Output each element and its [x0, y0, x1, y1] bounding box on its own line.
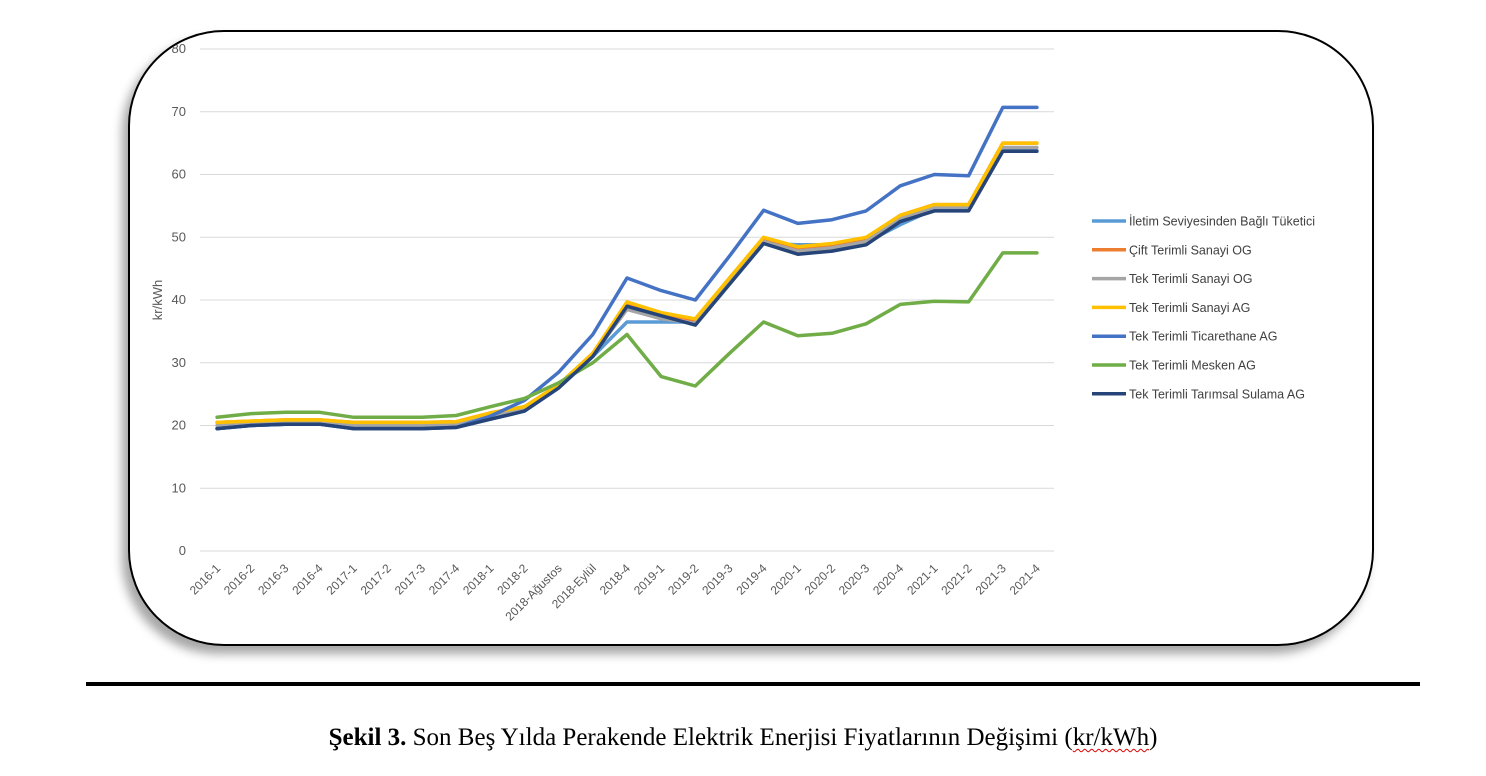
y-tick-label: 60 [172, 167, 186, 182]
legend-label: Tek Terimli Mesken AG [1129, 359, 1256, 373]
x-tick-label: 2019-3 [699, 561, 736, 598]
x-tick-label: 2017-4 [426, 561, 463, 598]
x-tick-label: 2021-3 [973, 561, 1010, 598]
x-tick-label: 2018-4 [597, 561, 634, 598]
x-tick-label: 2021-1 [904, 561, 941, 598]
x-tick-label: 2020-2 [802, 561, 839, 598]
series-line [215, 149, 1039, 431]
series-line [215, 251, 1039, 420]
gridlines [200, 48, 1054, 552]
x-tick-label: 2019-1 [631, 561, 668, 598]
y-tick-label: 0 [179, 543, 186, 558]
y-axis-ticks: 0 10 20 30 40 50 60 70 80 [172, 41, 186, 558]
y-tick-label: 40 [172, 292, 186, 307]
chart-frame [128, 30, 1374, 646]
x-tick-label: 2016-2 [221, 561, 258, 598]
x-tick-label: 2016-4 [289, 561, 326, 598]
series-line [215, 105, 1039, 431]
series-line [215, 145, 1039, 428]
x-tick-label: 2021-2 [938, 561, 975, 598]
legend-label: Tek Terimli Sanayi AG [1129, 301, 1250, 315]
x-tick-label: 2017-3 [392, 561, 429, 598]
y-tick-label: 20 [172, 418, 186, 433]
series-line [215, 141, 1039, 425]
y-tick-label: 30 [172, 355, 186, 370]
legend-label: Tek Terimli Sanayi OG [1129, 272, 1252, 286]
x-tick-label: 2020-4 [870, 561, 907, 598]
y-tick-label: 50 [172, 229, 186, 244]
legend-label: Tek Terimli Ticarethane AG [1129, 330, 1277, 344]
caption-text: Son Beş Yılda Perakende Elektrik Enerjis… [406, 724, 1073, 751]
x-tick-label: 2019-2 [665, 561, 702, 598]
x-tick-label: 2018-1 [460, 561, 497, 598]
legend: İletim Seviyesinden Bağlı Tüketici Çift T… [1092, 215, 1315, 401]
x-tick-label: 2017-2 [358, 561, 395, 598]
series-lines [215, 105, 1039, 431]
y-tick-label: 80 [172, 41, 186, 56]
y-tick-label: 70 [172, 104, 186, 119]
legend-label: Tek Terimli Tarımsal Sulama AG [1129, 387, 1305, 401]
x-tick-label: 2020-3 [836, 561, 873, 598]
x-tick-label: 2020-1 [768, 561, 805, 598]
legend-label: Çift Terimli Sanayi OG [1129, 243, 1252, 257]
y-axis-label: kr/kWh [150, 280, 165, 320]
figure-caption: Şekil 3. Son Beş Yılda Perakende Elektri… [0, 724, 1486, 752]
x-tick-label: 2021-4 [1007, 561, 1044, 598]
x-tick-label: 2016-1 [187, 561, 224, 598]
series-line [215, 148, 1039, 431]
x-tick-label: 2016-3 [255, 561, 292, 598]
x-tick-label: 2019-4 [733, 561, 770, 598]
caption-close: ) [1149, 724, 1158, 751]
x-tick-label: 2017-1 [324, 561, 361, 598]
series-line [215, 141, 1039, 425]
divider-rule [86, 682, 1420, 686]
legend-label: İletim Seviyesinden Bağlı Tüketici [1129, 215, 1315, 229]
x-axis-ticks: 2016-12016-22016-32016-42017-12017-22017… [187, 561, 1043, 623]
y-tick-label: 10 [172, 480, 186, 495]
caption-unit: kr/kWh [1072, 724, 1150, 751]
caption-label: Şekil 3. [328, 724, 407, 751]
